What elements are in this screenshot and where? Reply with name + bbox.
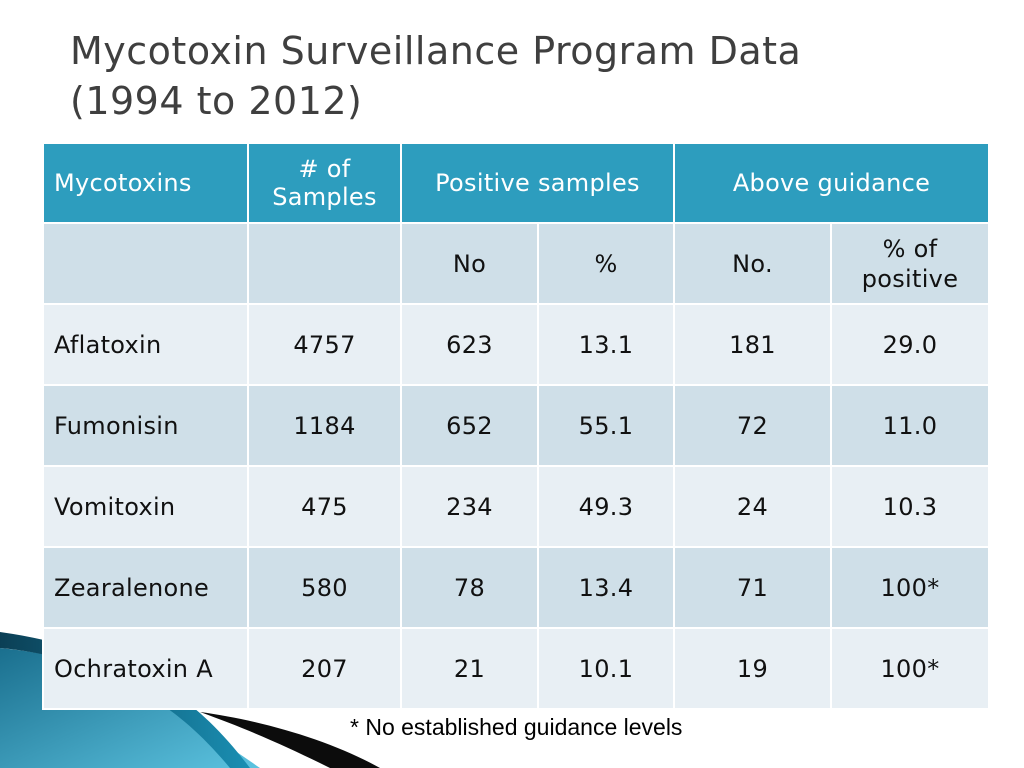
subheader-pct-positive-line-2: positive [861, 264, 959, 293]
subheader-pct-positive-line-1: % of [882, 234, 938, 263]
subheader-no: No [400, 222, 539, 305]
cell-positive-pct: 13.4 [537, 546, 675, 629]
table-row: Fumonisin 1184 652 55.1 72 11.0 [42, 384, 990, 467]
table-subheader-row: No % No. % of positive [42, 222, 990, 305]
header-mycotoxins: Mycotoxins [42, 142, 249, 224]
cell-positive-no: 652 [400, 384, 539, 467]
cell-positive-no: 21 [400, 627, 539, 710]
header-above-guidance: Above guidance [673, 142, 990, 224]
cell-positive-no: 234 [400, 465, 539, 548]
subheader-pct-positive: % of positive [830, 222, 990, 305]
cell-positive-pct: 10.1 [537, 627, 675, 710]
footnote: * No established guidance levels [350, 714, 683, 740]
subheader-empty-2 [247, 222, 402, 305]
cell-name: Vomitoxin [42, 465, 249, 548]
cell-above-no: 19 [673, 627, 832, 710]
cell-above-no: 72 [673, 384, 832, 467]
header-samples: # of Samples [247, 142, 402, 224]
cell-positive-no: 623 [400, 303, 539, 386]
table-row: Zearalenone 580 78 13.4 71 100* [42, 546, 990, 629]
table-row: Aflatoxin 4757 623 13.1 181 29.0 [42, 303, 990, 386]
table-row: Ochratoxin A 207 21 10.1 19 100* [42, 627, 990, 710]
table-row: Vomitoxin 475 234 49.3 24 10.3 [42, 465, 990, 548]
cell-above-no: 24 [673, 465, 832, 548]
mycotoxin-table: Mycotoxins # of Samples Positive samples… [42, 142, 990, 710]
cell-above-no: 71 [673, 546, 832, 629]
cell-positive-pct: 55.1 [537, 384, 675, 467]
cell-above-pct: 10.3 [830, 465, 990, 548]
cell-positive-pct: 13.1 [537, 303, 675, 386]
cell-name: Aflatoxin [42, 303, 249, 386]
cell-above-pct: 11.0 [830, 384, 990, 467]
cell-above-pct: 100* [830, 546, 990, 629]
subheader-pct: % [537, 222, 675, 305]
cell-name: Fumonisin [42, 384, 249, 467]
subheader-no2: No. [673, 222, 832, 305]
cell-positive-no: 78 [400, 546, 539, 629]
table-header-row: Mycotoxins # of Samples Positive samples… [42, 142, 990, 224]
header-samples-line-2: Samples [272, 183, 377, 211]
slide-title-line-1: Mycotoxin Surveillance Program Data [70, 29, 802, 73]
cell-above-pct: 100* [830, 627, 990, 710]
slide-title-line-2: (1994 to 2012) [70, 79, 363, 123]
slide-title: Mycotoxin Surveillance Program Data (199… [70, 26, 970, 126]
cell-samples: 4757 [247, 303, 402, 386]
header-samples-line-1: # of [298, 155, 351, 183]
cell-above-pct: 29.0 [830, 303, 990, 386]
header-positive-samples: Positive samples [400, 142, 675, 224]
cell-above-no: 181 [673, 303, 832, 386]
cell-name: Ochratoxin A [42, 627, 249, 710]
cell-samples: 207 [247, 627, 402, 710]
cell-name: Zearalenone [42, 546, 249, 629]
subheader-empty-1 [42, 222, 249, 305]
cell-samples: 475 [247, 465, 402, 548]
cell-samples: 1184 [247, 384, 402, 467]
cell-positive-pct: 49.3 [537, 465, 675, 548]
cell-samples: 580 [247, 546, 402, 629]
